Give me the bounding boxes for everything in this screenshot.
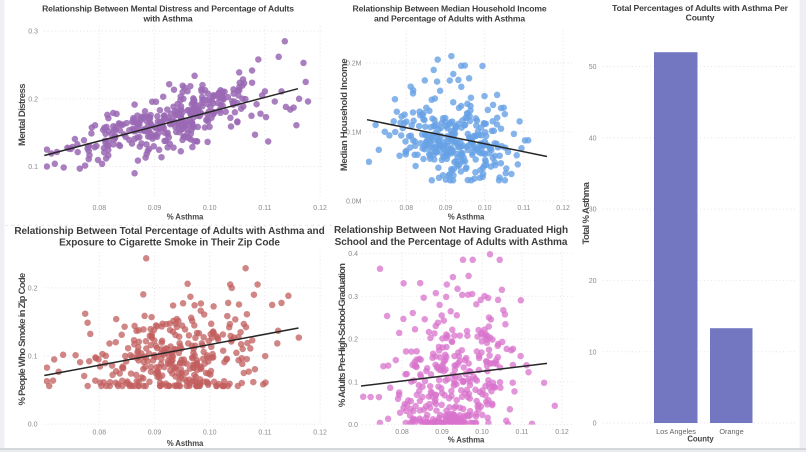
svg-text:with Asthma: with Asthma <box>142 14 192 24</box>
svg-text:0.2: 0.2 <box>348 337 358 344</box>
svg-text:County: County <box>687 435 714 444</box>
svg-text:0.11: 0.11 <box>258 205 271 212</box>
svg-text:0.08: 0.08 <box>92 430 106 437</box>
svg-text:40: 40 <box>589 135 597 142</box>
svg-text:0.08: 0.08 <box>92 205 106 212</box>
svg-text:0.08: 0.08 <box>395 429 409 436</box>
svg-text:0.09: 0.09 <box>439 205 453 212</box>
svg-text:0.1: 0.1 <box>28 354 38 361</box>
svg-text:30: 30 <box>589 207 597 214</box>
svg-text:Relationship Between Median Ho: Relationship Between Median Household In… <box>353 4 547 14</box>
svg-text:10: 10 <box>589 349 597 356</box>
svg-text:0.11: 0.11 <box>515 429 528 436</box>
svg-text:0.3: 0.3 <box>28 29 38 36</box>
svg-text:Relationship Between Mental Di: Relationship Between Mental Distress and… <box>42 4 294 14</box>
svg-text:Relationship Between Total Per: Relationship Between Total Percentage of… <box>14 226 324 237</box>
svg-text:Total % Asthma: Total % Asthma <box>581 181 592 244</box>
svg-text:0.2: 0.2 <box>28 286 38 293</box>
svg-text:0.10: 0.10 <box>203 430 217 437</box>
svg-text:Mental Distress: Mental Distress <box>17 84 28 146</box>
svg-text:School and the Percentage of A: School and the Percentage of Adults with… <box>335 237 568 248</box>
svg-text:Median Household Income: Median Household Income <box>339 59 350 171</box>
svg-text:% People Who Smoke in Zip Code: % People Who Smoke in Zip Code <box>17 273 28 405</box>
svg-text:Relationship Between Not Havin: Relationship Between Not Having Graduate… <box>334 225 568 236</box>
svg-text:0.1: 0.1 <box>348 379 358 386</box>
svg-text:50: 50 <box>589 64 597 71</box>
svg-text:0.12: 0.12 <box>313 430 327 437</box>
svg-text:0.10: 0.10 <box>478 205 492 212</box>
svg-text:0.0: 0.0 <box>28 422 38 429</box>
svg-text:0.4: 0.4 <box>348 251 358 258</box>
svg-text:0.1M: 0.1M <box>346 130 362 137</box>
svg-text:0.11: 0.11 <box>517 205 530 212</box>
svg-text:Orange: Orange <box>719 427 743 436</box>
svg-text:% Asthma: % Asthma <box>448 213 485 222</box>
svg-text:% Asthma: % Asthma <box>167 213 204 222</box>
svg-text:0.12: 0.12 <box>313 205 327 212</box>
svg-text:Los Angeles: Los Angeles <box>656 427 696 436</box>
svg-text:% Adults Pre-High-School-Gradu: % Adults Pre-High-School-Graduation <box>337 263 348 407</box>
svg-text:County: County <box>686 13 715 23</box>
svg-text:0.10: 0.10 <box>203 205 217 212</box>
svg-text:0.09: 0.09 <box>435 429 449 436</box>
svg-text:% Asthma: % Asthma <box>448 435 485 444</box>
svg-text:0.11: 0.11 <box>258 430 271 437</box>
svg-text:0.0: 0.0 <box>348 422 358 429</box>
svg-text:0.12: 0.12 <box>556 205 570 212</box>
svg-text:0.0M: 0.0M <box>346 199 362 206</box>
svg-text:0.3: 0.3 <box>348 294 358 301</box>
svg-text:Exposure to Cigarette Smoke in: Exposure to Cigarette Smoke in Their Zip… <box>59 238 280 249</box>
svg-text:0.10: 0.10 <box>475 429 489 436</box>
svg-text:and Percentage of Adults with: and Percentage of Adults with Asthma <box>374 14 525 24</box>
svg-text:0.08: 0.08 <box>399 205 413 212</box>
svg-text:0.09: 0.09 <box>148 430 162 437</box>
svg-text:0.2: 0.2 <box>28 96 38 103</box>
svg-text:0.1: 0.1 <box>28 164 38 171</box>
svg-text:0.2M: 0.2M <box>346 61 362 68</box>
svg-text:0: 0 <box>593 421 597 428</box>
svg-text:% Asthma: % Asthma <box>167 439 204 448</box>
svg-text:0.12: 0.12 <box>555 429 569 436</box>
svg-text:0.09: 0.09 <box>148 205 162 212</box>
svg-text:20: 20 <box>589 278 597 285</box>
svg-text:Total Percentages of Adults wi: Total Percentages of Adults with Asthma … <box>612 3 788 13</box>
